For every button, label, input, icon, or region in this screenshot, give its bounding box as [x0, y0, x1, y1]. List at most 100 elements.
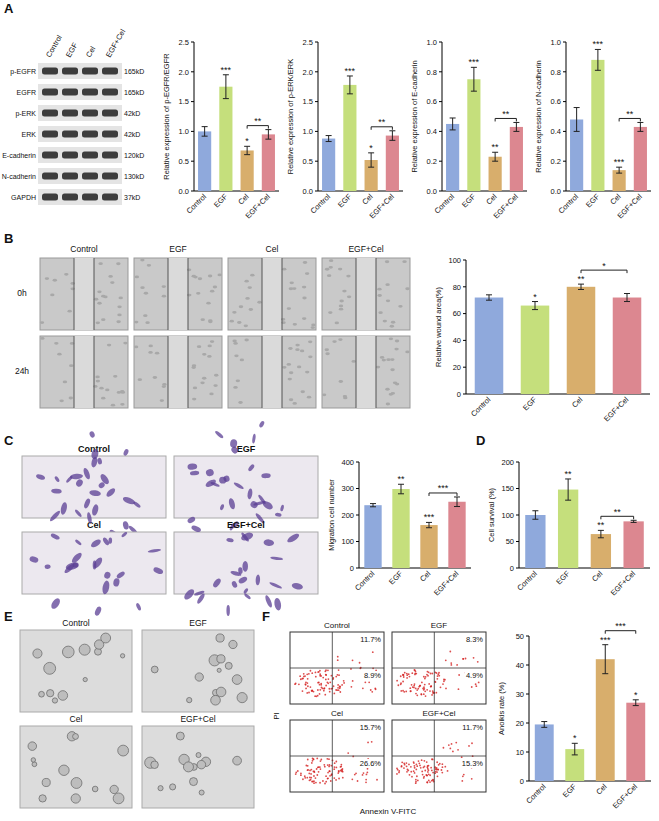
texture — [98, 262, 102, 265]
blot-band — [62, 131, 78, 138]
texture — [312, 757, 314, 759]
x-tick-label: EGF — [561, 782, 579, 800]
wound-gap — [262, 336, 282, 408]
y-tick — [439, 42, 442, 43]
texture — [311, 690, 313, 692]
texture — [426, 781, 428, 783]
texture — [162, 385, 166, 388]
texture — [305, 272, 309, 275]
texture — [117, 305, 121, 308]
row-label: 0h — [17, 288, 27, 298]
texture — [155, 352, 159, 355]
texture — [57, 353, 61, 356]
blot-band — [82, 173, 98, 180]
texture — [418, 760, 420, 762]
y-tick — [526, 694, 529, 695]
texture — [340, 764, 342, 766]
texture — [329, 775, 331, 777]
y-axis — [194, 42, 195, 191]
texture — [442, 683, 444, 685]
y-tick-label: 2.5 — [303, 38, 313, 47]
texture — [423, 689, 425, 691]
panel-letter: B — [4, 231, 13, 246]
texture — [357, 780, 359, 782]
texture — [49, 509, 62, 522]
x-tick-label: Cel — [484, 192, 499, 207]
texture — [105, 389, 109, 392]
texture — [208, 320, 212, 323]
texture — [342, 777, 344, 779]
wound-gap — [74, 336, 94, 408]
texture — [196, 592, 206, 604]
texture — [375, 688, 377, 690]
texture — [337, 674, 339, 676]
bar — [567, 287, 596, 394]
texture — [307, 396, 311, 399]
image-title: EGF+Cel — [227, 520, 265, 530]
y-tick-label: 200 — [501, 458, 514, 467]
texture — [230, 320, 234, 323]
texture — [436, 771, 438, 773]
wound-gap — [262, 258, 282, 330]
texture — [240, 531, 254, 542]
label-ground — [465, 635, 484, 644]
texture — [409, 774, 411, 776]
x-tick-label: Cel — [360, 192, 375, 207]
texture — [294, 683, 296, 685]
y-tick-label: 0.6 — [551, 97, 561, 106]
texture — [306, 692, 308, 694]
texture — [247, 488, 253, 499]
significance: *** — [221, 65, 232, 75]
y-tick — [463, 394, 466, 395]
bar — [467, 79, 480, 191]
texture — [377, 294, 381, 297]
texture — [123, 342, 127, 345]
y-tick-label: 1.0 — [551, 38, 561, 47]
texture — [308, 673, 310, 675]
y-tick — [356, 541, 359, 542]
image-title: EGF+Cel — [180, 714, 215, 724]
texture — [295, 772, 297, 774]
texture — [414, 674, 416, 676]
texture — [430, 685, 432, 687]
texture — [436, 678, 438, 680]
texture — [450, 664, 452, 666]
texture — [93, 560, 97, 569]
texture — [402, 681, 404, 683]
texture — [315, 695, 317, 697]
y-tick-label: 2.0 — [303, 68, 313, 77]
texture — [79, 644, 90, 655]
texture — [413, 669, 415, 671]
texture — [338, 778, 340, 780]
texture — [313, 782, 315, 784]
texture — [202, 353, 206, 356]
y-tick-label: 2.5 — [179, 38, 189, 47]
texture — [50, 597, 62, 611]
texture — [318, 771, 320, 773]
texture — [247, 463, 255, 472]
y-axis-title: Cell survival (%) — [487, 487, 496, 542]
texture — [39, 691, 45, 697]
texture — [437, 675, 439, 677]
texture — [456, 664, 458, 666]
wound-gap — [356, 258, 376, 330]
blot-strip — [38, 84, 122, 100]
texture — [338, 771, 340, 773]
texture — [421, 682, 423, 684]
texture — [160, 399, 164, 402]
texture — [217, 668, 221, 672]
x-tick-label: EGF+Cel — [432, 569, 461, 598]
texture — [407, 769, 409, 771]
bar — [510, 127, 523, 191]
bar-chart: 0100200300400Migration cell numberContro… — [327, 458, 471, 598]
texture — [187, 516, 197, 525]
texture — [170, 784, 176, 790]
texture — [207, 355, 211, 358]
texture — [217, 655, 225, 663]
significance: ** — [577, 274, 585, 284]
x-tick-label: EGF — [336, 192, 354, 210]
texture — [151, 761, 159, 769]
texture — [377, 288, 381, 291]
x-tick-label: EGF+Cel — [367, 192, 396, 221]
texture — [307, 678, 309, 680]
